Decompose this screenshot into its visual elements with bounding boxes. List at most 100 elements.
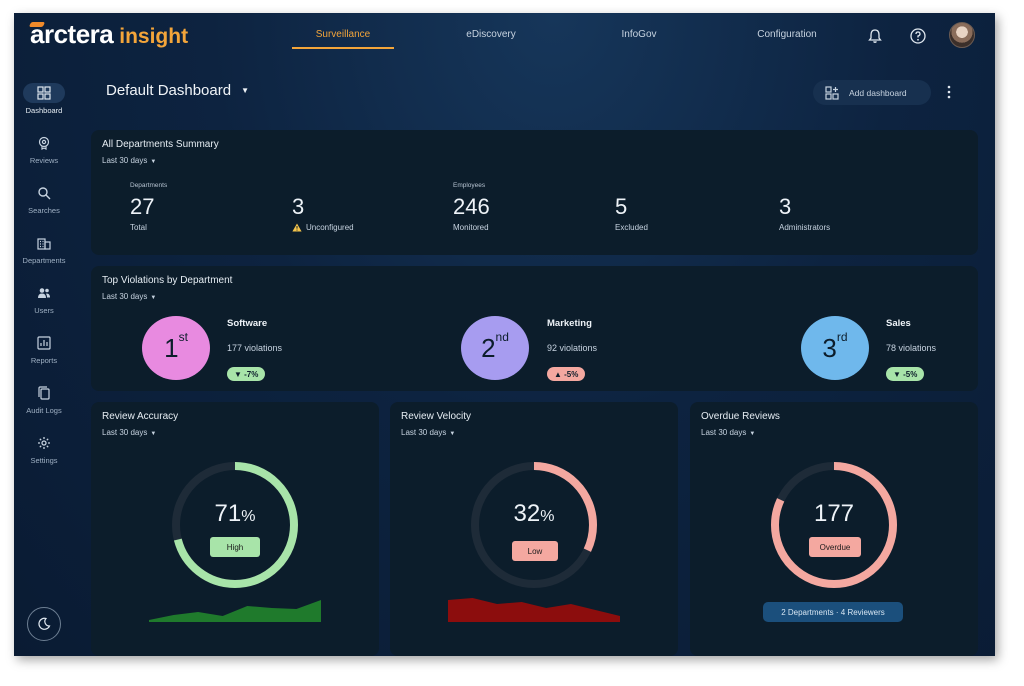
page-title: Default Dashboard bbox=[106, 82, 232, 99]
gauge-progress-arc bbox=[471, 462, 597, 588]
help-icon[interactable] bbox=[909, 27, 927, 45]
stat-value: 5 bbox=[615, 194, 628, 219]
trend-badge: ▲ -5% bbox=[547, 367, 586, 381]
tab-infogov[interactable]: InfoGov bbox=[621, 29, 657, 40]
add-dashboard-button[interactable]: Add dashboard bbox=[813, 80, 931, 105]
bell-icon[interactable] bbox=[866, 27, 884, 45]
search-icon bbox=[23, 183, 65, 203]
logo[interactable]: arctera insight bbox=[28, 19, 189, 49]
range-selector[interactable]: Last 30 days ▼ bbox=[102, 428, 156, 437]
moon-icon bbox=[38, 617, 51, 630]
sidebar-item-departments[interactable]: Departments bbox=[14, 233, 74, 265]
logo-subtitle: insight bbox=[119, 25, 189, 48]
accuracy-trend-chart bbox=[149, 600, 321, 622]
status-badge: Overdue bbox=[809, 537, 861, 557]
top-bar: arctera insight Surveillance eDiscovery … bbox=[14, 13, 995, 61]
stat-caption bbox=[292, 182, 354, 192]
violation-count: 78 violations bbox=[886, 343, 937, 353]
sidebar-label: Departments bbox=[22, 256, 66, 265]
stat-value: 3 bbox=[292, 194, 305, 219]
tab-surveillance[interactable]: Surveillance bbox=[292, 13, 394, 49]
trend-area bbox=[448, 598, 620, 622]
overdue-breakdown-pill[interactable]: 2 Departments · 4 Reviewers bbox=[763, 602, 903, 622]
sidebar-item-reports[interactable]: Reports bbox=[14, 333, 74, 365]
building-icon bbox=[23, 233, 65, 253]
main-nav: Surveillance eDiscovery InfoGov Configur… bbox=[292, 13, 884, 61]
card-title: All Departments Summary bbox=[102, 139, 219, 150]
sidebar-label: Reports bbox=[30, 356, 58, 365]
add-grid-icon bbox=[825, 85, 839, 100]
stat-value: 3 bbox=[779, 194, 792, 219]
review-icon bbox=[23, 133, 65, 153]
card-title: Review Velocity bbox=[401, 411, 472, 422]
stat-caption: Departments bbox=[130, 182, 168, 189]
range-selector[interactable]: Last 30 days ▼ bbox=[102, 292, 156, 301]
status-badge: High bbox=[210, 537, 260, 557]
violation-count: 177 violations bbox=[227, 343, 283, 353]
range-label: Last 30 days bbox=[102, 156, 148, 165]
arrow-down-icon: ▼ bbox=[234, 369, 245, 379]
range-selector[interactable]: Last 30 days ▼ bbox=[401, 428, 455, 437]
trend-badge: ▼ -5% bbox=[886, 367, 925, 381]
department-name[interactable]: Software bbox=[227, 318, 268, 329]
gauge-value: 177 bbox=[813, 500, 855, 527]
theme-toggle-button[interactable] bbox=[27, 607, 61, 641]
sidebar-item-searches[interactable]: Searches bbox=[14, 183, 74, 215]
gauge-value: 71% bbox=[214, 500, 256, 527]
range-label: Last 30 days bbox=[701, 428, 747, 437]
user-avatar[interactable] bbox=[949, 22, 975, 48]
range-label: Last 30 days bbox=[102, 428, 148, 437]
card-title: Top Violations by Department bbox=[102, 275, 233, 286]
stat-label: Administrators bbox=[779, 223, 831, 232]
range-selector[interactable]: Last 30 days ▼ bbox=[701, 428, 755, 437]
stat-label: Unconfigured bbox=[292, 223, 354, 232]
gauge-progress-arc bbox=[172, 462, 298, 588]
sidebar-label: Settings bbox=[30, 456, 58, 465]
trend-badge: ▼ -7% bbox=[227, 367, 266, 381]
review-accuracy-card: Review Accuracy Last 30 days ▼ 71% High bbox=[91, 402, 379, 656]
caret-down-icon: ▼ bbox=[150, 431, 157, 437]
range-label: Last 30 days bbox=[102, 292, 148, 301]
tab-ediscovery[interactable]: eDiscovery bbox=[466, 29, 516, 40]
stat-employees: Employees 246 Monitored bbox=[453, 182, 490, 232]
stat-value: 246 bbox=[453, 194, 490, 219]
stat-value: 27 bbox=[130, 194, 155, 219]
caret-down-icon: ▼ bbox=[749, 431, 756, 437]
stat-caption bbox=[615, 182, 648, 192]
violations-card: Top Violations by Department Last 30 day… bbox=[91, 266, 978, 391]
accuracy-gauge bbox=[172, 462, 298, 588]
overdue-reviews-card: Overdue Reviews Last 30 days ▼ 177 Overdu… bbox=[690, 402, 978, 656]
status-badge: Low bbox=[512, 541, 558, 561]
stat-label: Monitored bbox=[453, 223, 489, 232]
violation-count: 92 violations bbox=[547, 343, 598, 353]
range-selector[interactable]: Last 30 days ▼ bbox=[102, 156, 156, 165]
card-title: Overdue Reviews bbox=[701, 411, 780, 422]
overdue-gauge bbox=[771, 462, 897, 588]
sidebar-label: Reviews bbox=[29, 156, 59, 165]
summary-card: All Departments Summary Last 30 days ▼ De… bbox=[91, 130, 978, 255]
stat-caption bbox=[779, 182, 830, 192]
sidebar-item-settings[interactable]: Settings bbox=[14, 433, 74, 465]
dashboard-selector[interactable]: Default Dashboard ▼ bbox=[106, 82, 249, 99]
gauge-value: 32% bbox=[513, 500, 555, 527]
velocity-trend-chart bbox=[448, 598, 620, 622]
logo-accent bbox=[28, 22, 46, 27]
sidebar-label: Dashboard bbox=[25, 106, 63, 115]
more-options-icon[interactable] bbox=[944, 84, 954, 100]
stat-departments: Departments 27 Total bbox=[130, 182, 167, 232]
caret-down-icon: ▼ bbox=[241, 86, 249, 95]
range-label: Last 30 days bbox=[401, 428, 447, 437]
chart-icon bbox=[23, 333, 65, 353]
caret-down-icon: ▼ bbox=[150, 295, 157, 301]
sidebar-label: Searches bbox=[28, 206, 60, 215]
sidebar-item-audit-logs[interactable]: Audit Logs bbox=[14, 383, 74, 415]
sidebar-item-dashboard[interactable]: Dashboard bbox=[14, 83, 74, 115]
department-name[interactable]: Sales bbox=[886, 318, 911, 329]
tab-configuration[interactable]: Configuration bbox=[757, 29, 817, 40]
department-name[interactable]: Marketing bbox=[547, 318, 592, 329]
sidebar-item-reviews[interactable]: Reviews bbox=[14, 133, 74, 165]
add-dashboard-label: Add dashboard bbox=[849, 87, 907, 98]
sidebar-item-users[interactable]: Users bbox=[14, 283, 74, 315]
